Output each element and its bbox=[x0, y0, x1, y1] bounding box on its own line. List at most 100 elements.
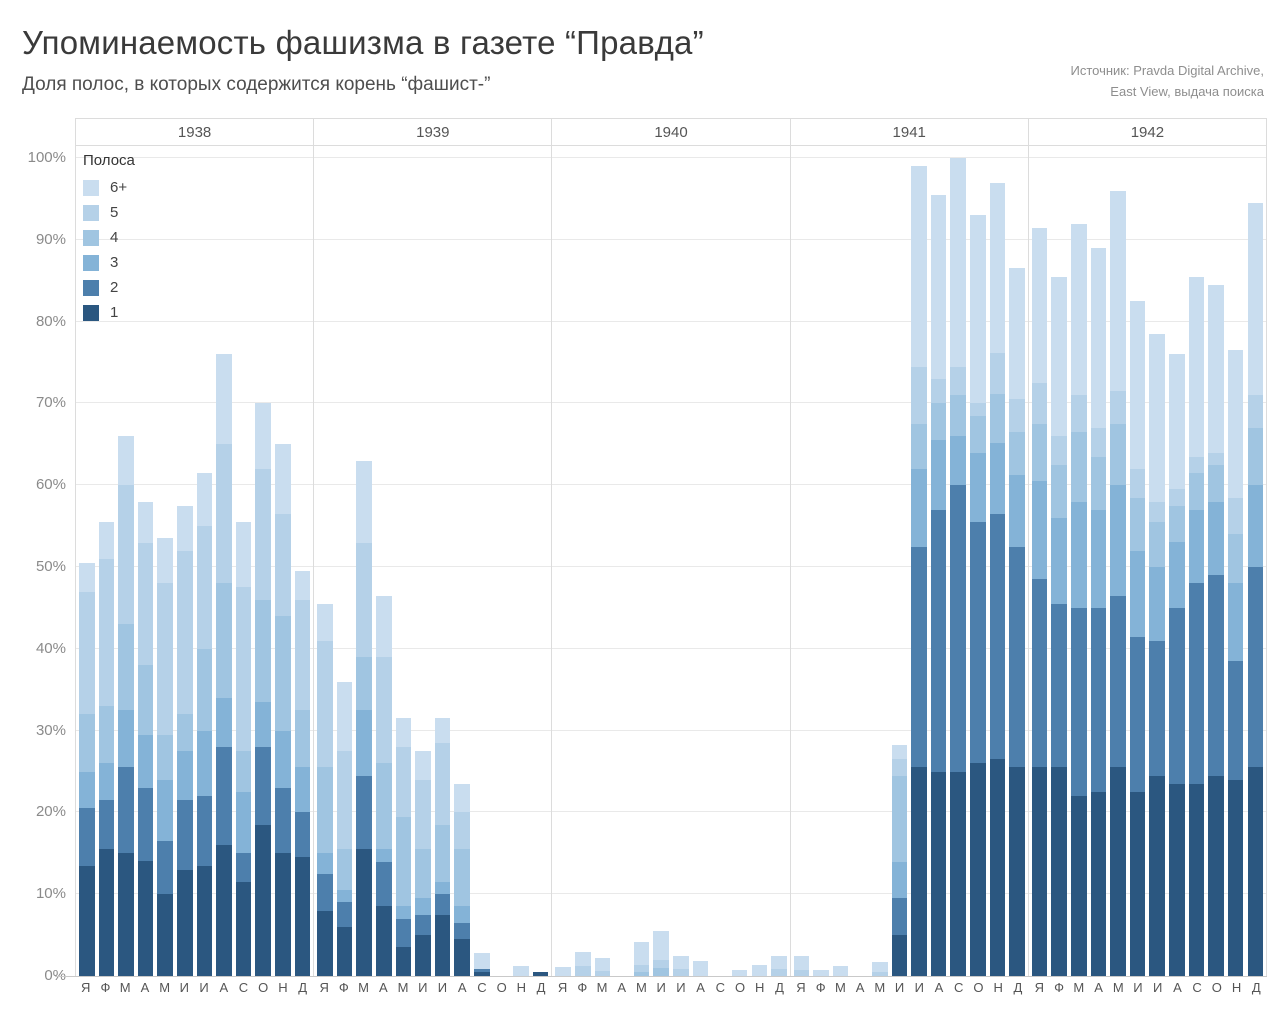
bar-segment[interactable] bbox=[216, 354, 232, 445]
bar-segment[interactable] bbox=[98, 800, 115, 850]
bar-segment[interactable] bbox=[415, 914, 431, 936]
bar-segment[interactable] bbox=[1031, 227, 1048, 383]
bar[interactable] bbox=[235, 522, 252, 976]
bar-segment[interactable] bbox=[294, 767, 311, 813]
bar-segment[interactable] bbox=[1090, 607, 1107, 792]
bar-segment[interactable] bbox=[751, 965, 767, 976]
bar-segment[interactable] bbox=[891, 775, 908, 862]
bar-segment[interactable] bbox=[1169, 607, 1185, 784]
bar-segment[interactable] bbox=[294, 710, 311, 768]
bar-segment[interactable] bbox=[633, 964, 650, 972]
bar-segment[interactable] bbox=[1090, 791, 1107, 976]
bar[interactable] bbox=[1188, 276, 1205, 976]
bar-segment[interactable] bbox=[1009, 475, 1025, 547]
legend-item[interactable]: 6+ bbox=[83, 175, 135, 200]
bar-segment[interactable] bbox=[275, 444, 291, 514]
bar-segment[interactable] bbox=[594, 971, 611, 976]
bar[interactable] bbox=[98, 522, 115, 976]
bar-segment[interactable] bbox=[731, 970, 748, 976]
bar-segment[interactable] bbox=[1227, 534, 1244, 584]
bar-segment[interactable] bbox=[98, 763, 115, 801]
bar-segment[interactable] bbox=[891, 745, 908, 760]
bar-segment[interactable] bbox=[376, 861, 392, 907]
bar[interactable] bbox=[513, 966, 529, 976]
bar-segment[interactable] bbox=[1208, 775, 1224, 976]
bar-segment[interactable] bbox=[235, 587, 252, 752]
bar-segment[interactable] bbox=[275, 787, 291, 854]
bar-segment[interactable] bbox=[317, 873, 333, 911]
bar-segment[interactable] bbox=[673, 956, 689, 970]
bar-segment[interactable] bbox=[989, 182, 1006, 353]
bar-segment[interactable] bbox=[1009, 399, 1025, 433]
bar[interactable] bbox=[474, 953, 490, 976]
bar-segment[interactable] bbox=[98, 706, 115, 764]
bar[interactable] bbox=[255, 403, 271, 976]
bar-segment[interactable] bbox=[79, 771, 95, 809]
bar-segment[interactable] bbox=[1071, 501, 1087, 608]
bar-segment[interactable] bbox=[336, 681, 353, 752]
bar-segment[interactable] bbox=[950, 158, 966, 367]
bar-segment[interactable] bbox=[891, 861, 908, 899]
bar-segment[interactable] bbox=[474, 971, 490, 976]
bar-segment[interactable] bbox=[1208, 452, 1224, 465]
legend-item[interactable]: 2 bbox=[83, 275, 135, 300]
bar[interactable] bbox=[731, 970, 748, 976]
bar[interactable] bbox=[771, 955, 787, 976]
bar-segment[interactable] bbox=[911, 366, 927, 424]
bar-segment[interactable] bbox=[177, 800, 193, 870]
bar-segment[interactable] bbox=[196, 730, 213, 797]
bar-segment[interactable] bbox=[1227, 497, 1244, 535]
bar-segment[interactable] bbox=[79, 865, 95, 976]
bar[interactable] bbox=[454, 783, 470, 976]
bar-segment[interactable] bbox=[255, 599, 271, 702]
bar-segment[interactable] bbox=[395, 918, 412, 948]
bar-segment[interactable] bbox=[336, 849, 353, 891]
bar-segment[interactable] bbox=[216, 583, 232, 698]
bar-segment[interactable] bbox=[454, 849, 470, 907]
bar[interactable] bbox=[594, 958, 611, 976]
bar-segment[interactable] bbox=[235, 791, 252, 854]
bar-segment[interactable] bbox=[911, 767, 927, 976]
bar-segment[interactable] bbox=[1129, 497, 1146, 551]
bar[interactable] bbox=[1227, 350, 1244, 976]
bar-segment[interactable] bbox=[434, 718, 451, 743]
bar-segment[interactable] bbox=[434, 894, 451, 915]
bar-segment[interactable] bbox=[434, 881, 451, 895]
bar-segment[interactable] bbox=[1051, 603, 1067, 768]
bar-segment[interactable] bbox=[317, 603, 333, 641]
bar-segment[interactable] bbox=[415, 779, 431, 850]
bar-segment[interactable] bbox=[911, 546, 927, 768]
bar[interactable] bbox=[653, 931, 669, 976]
bar-segment[interactable] bbox=[294, 857, 311, 976]
bar-segment[interactable] bbox=[137, 861, 154, 976]
bar-segment[interactable] bbox=[970, 452, 986, 523]
bar-segment[interactable] bbox=[1110, 595, 1126, 768]
bar-segment[interactable] bbox=[336, 902, 353, 927]
bar-segment[interactable] bbox=[1247, 767, 1264, 976]
bar-segment[interactable] bbox=[970, 415, 986, 453]
bar-segment[interactable] bbox=[950, 436, 966, 486]
bar-segment[interactable] bbox=[970, 522, 986, 764]
bar-segment[interactable] bbox=[157, 894, 173, 976]
bar-segment[interactable] bbox=[1227, 661, 1244, 780]
bar-segment[interactable] bbox=[255, 824, 271, 976]
bar[interactable] bbox=[275, 444, 291, 976]
bar[interactable] bbox=[294, 571, 311, 976]
bar-segment[interactable] bbox=[633, 971, 650, 976]
bar-segment[interactable] bbox=[1051, 464, 1067, 518]
bar-segment[interactable] bbox=[1247, 567, 1264, 768]
bar-segment[interactable] bbox=[1149, 567, 1165, 641]
bar-segment[interactable] bbox=[317, 853, 333, 874]
bar-segment[interactable] bbox=[157, 583, 173, 735]
bar[interactable] bbox=[356, 460, 372, 976]
bar-segment[interactable] bbox=[454, 812, 470, 850]
bar-segment[interactable] bbox=[1227, 779, 1244, 976]
bar-segment[interactable] bbox=[415, 751, 431, 780]
bar-segment[interactable] bbox=[137, 787, 154, 862]
bar-segment[interactable] bbox=[336, 926, 353, 976]
bar-segment[interactable] bbox=[79, 591, 95, 715]
bar-segment[interactable] bbox=[216, 845, 232, 976]
bar-segment[interactable] bbox=[1188, 276, 1205, 457]
bar-segment[interactable] bbox=[317, 767, 333, 854]
bar-segment[interactable] bbox=[1208, 501, 1224, 576]
